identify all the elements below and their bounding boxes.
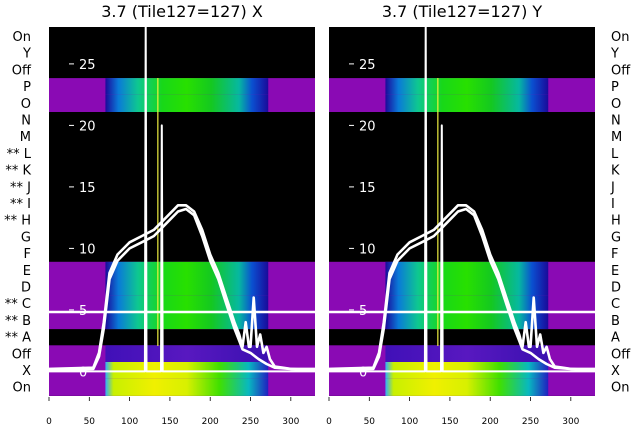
row-label: ** I [10, 197, 31, 212]
row-label: B [611, 314, 620, 329]
trace-1 [48, 204, 315, 371]
row-label: N [21, 114, 31, 129]
row-label: F [611, 247, 618, 262]
row-label: On [611, 30, 629, 45]
row-heat-d [105, 278, 269, 296]
row-label: ** K [5, 164, 31, 179]
row-heat-e [105, 261, 269, 279]
ytick-label: 25 [79, 58, 96, 73]
row-label: E [611, 264, 619, 279]
row-label: G [611, 230, 621, 245]
row-label: O [21, 97, 31, 112]
xtick-label: 200 [202, 417, 219, 427]
row-label: X [22, 364, 31, 379]
row-heat-o [105, 94, 269, 112]
xtick-label: 0 [46, 417, 52, 427]
trace-2 [328, 207, 596, 372]
row-label: ** L [7, 147, 32, 162]
row-label: ** B [5, 314, 31, 329]
row-label: C [611, 297, 620, 312]
row-heat-p [385, 78, 549, 96]
row-heat-b [385, 311, 549, 330]
ytick-label: 10 [359, 242, 376, 257]
row-label: ** C [5, 297, 31, 312]
trace-1 [328, 204, 595, 371]
xtick-label: 100 [401, 417, 418, 427]
trace-2 [48, 207, 316, 372]
row-label: Off [611, 63, 631, 78]
ytick-label: 15 [79, 181, 96, 196]
ytick-label: 0 [79, 365, 87, 380]
ytick-label: 5 [79, 304, 87, 319]
row-label: Off [12, 63, 32, 78]
row-label: Off [611, 347, 631, 362]
xtick-label: 250 [522, 417, 539, 427]
trace-3 [329, 21, 595, 373]
row-label: G [21, 230, 31, 245]
row-label: Y [22, 47, 31, 62]
row-label: ** J [10, 180, 31, 195]
row-label: A [611, 331, 620, 346]
row-label: K [611, 164, 620, 179]
row-label: J [610, 180, 615, 195]
trace-3 [49, 21, 315, 373]
xtick-label: 250 [242, 417, 259, 427]
row-heat-c [385, 295, 549, 313]
row-label: M [611, 130, 622, 145]
ytick-label: 20 [359, 119, 376, 134]
xtick-label: 50 [364, 417, 376, 427]
row-label: On [13, 30, 31, 45]
row-label: D [21, 281, 31, 296]
ytick-label: 5 [359, 304, 367, 319]
row-heat-d [385, 278, 549, 296]
row-heat-on [105, 378, 269, 396]
row-heat-on [385, 378, 549, 396]
xtick-label: 100 [121, 417, 138, 427]
row-label: X [611, 364, 620, 379]
row-heat-e [385, 261, 549, 279]
row-label: E [23, 264, 31, 279]
xtick-label: 150 [441, 417, 458, 427]
ytick-label: 15 [359, 181, 376, 196]
row-label: N [611, 114, 621, 129]
row-heat-b [105, 311, 269, 330]
row-label: Off [12, 347, 32, 362]
row-label: P [23, 80, 31, 95]
row-label: I [611, 197, 615, 212]
xtick-label: 50 [84, 417, 96, 427]
chart-title: 3.7 (Tile127=127) Y [382, 2, 543, 21]
row-label: P [611, 80, 619, 95]
row-heat-o [385, 94, 549, 112]
row-label: M [20, 130, 31, 145]
xtick-label: 200 [482, 417, 499, 427]
row-label: ** A [5, 331, 31, 346]
xtick-label: 300 [282, 417, 299, 427]
row-heat-off [385, 345, 549, 363]
row-label: On [611, 381, 629, 396]
row-label: ** H [4, 214, 31, 229]
row-label: On [13, 381, 31, 396]
row-label: L [611, 147, 619, 162]
xtick-label: 300 [562, 417, 579, 427]
row-heat-p [105, 78, 269, 96]
ytick-label: 10 [79, 242, 96, 257]
row-label: Y [610, 47, 619, 62]
ytick-label: 20 [79, 119, 96, 134]
row-label: F [24, 247, 31, 262]
row-label: O [611, 97, 621, 112]
xtick-label: 150 [161, 417, 178, 427]
row-heat-c [105, 295, 269, 313]
row-label: H [611, 214, 621, 229]
row-heat-off [105, 345, 269, 363]
ytick-label: 0 [359, 365, 367, 380]
xtick-label: 0 [326, 417, 332, 427]
row-label: D [611, 281, 621, 296]
ytick-label: 25 [359, 58, 376, 73]
chart-title: 3.7 (Tile127=127) X [101, 2, 263, 21]
